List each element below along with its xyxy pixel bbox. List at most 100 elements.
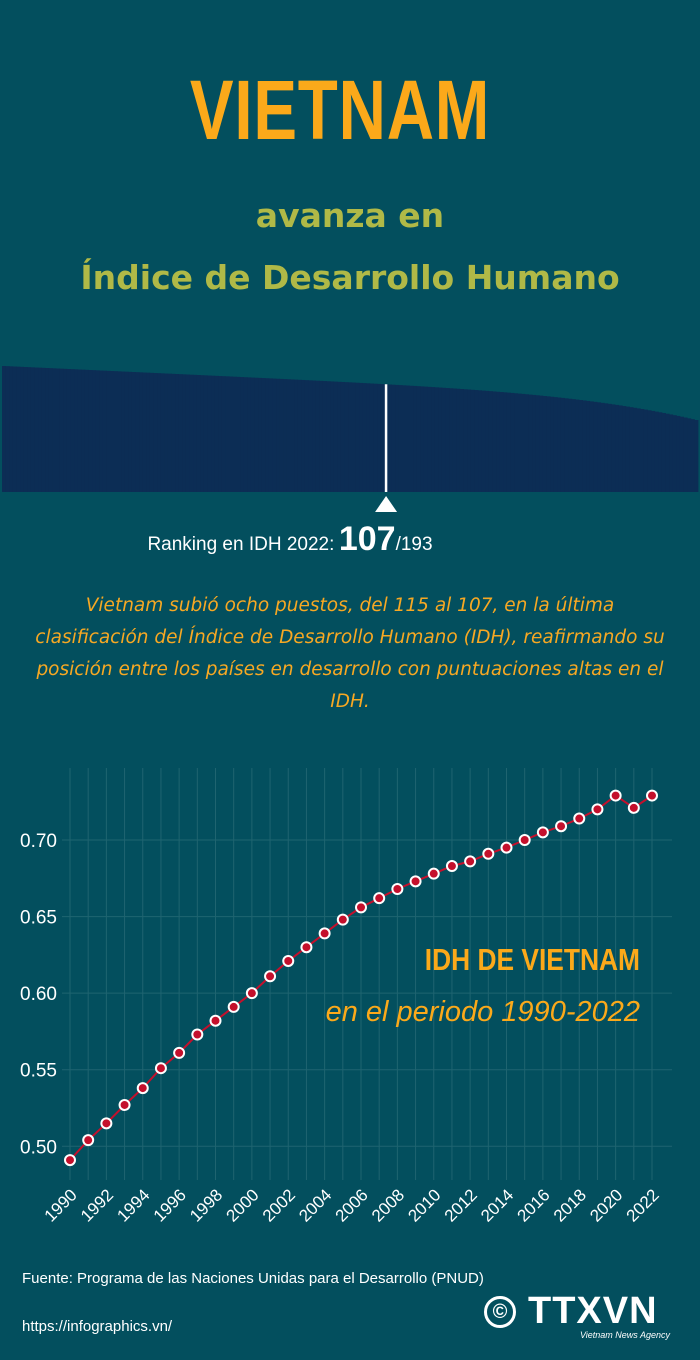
ranking-bar bbox=[185, 374, 190, 492]
ranking-bar bbox=[16, 366, 21, 492]
data-point-2021 bbox=[627, 801, 640, 814]
ranking-bar bbox=[524, 394, 529, 492]
ranking-bar bbox=[510, 392, 515, 492]
ranking-bar bbox=[351, 382, 356, 492]
x-tick-label: 2004 bbox=[295, 1185, 335, 1225]
data-point-2019 bbox=[591, 803, 604, 816]
ranking-bar bbox=[12, 366, 17, 492]
ranking-bar bbox=[654, 411, 659, 492]
x-tick-label: 2014 bbox=[477, 1185, 517, 1225]
page-title: VIETNAM bbox=[189, 63, 491, 157]
ranking-bar bbox=[221, 376, 226, 492]
data-point-2013 bbox=[482, 847, 495, 860]
ranking-bar bbox=[539, 395, 544, 492]
ranking-bar bbox=[110, 371, 115, 492]
description-text: Vietnam subió ocho puestos, del 115 al 1… bbox=[35, 595, 665, 712]
ranking-bar bbox=[377, 383, 382, 492]
ranking-bar bbox=[582, 400, 587, 492]
y-tick-label: 0.60 bbox=[20, 984, 57, 1005]
ranking-bar bbox=[250, 377, 255, 492]
ranking-bar bbox=[319, 380, 324, 492]
ranking-bar bbox=[391, 384, 396, 492]
data-point-2002 bbox=[282, 954, 295, 967]
ranking-bar bbox=[423, 386, 428, 492]
ranking-bar bbox=[225, 376, 230, 492]
x-tick-label: 2000 bbox=[223, 1185, 263, 1225]
ranking-bar bbox=[131, 372, 136, 492]
data-point-2022 bbox=[646, 789, 658, 802]
ranking-bar bbox=[128, 371, 133, 492]
ranking-bar bbox=[373, 383, 378, 492]
data-point-2016 bbox=[536, 826, 549, 839]
ranking-bar bbox=[488, 391, 493, 492]
x-tick-label: 2022 bbox=[623, 1185, 663, 1225]
ranking-bar bbox=[337, 381, 342, 492]
ranking-bar bbox=[315, 380, 320, 492]
ranking-total: /193 bbox=[395, 534, 433, 555]
ranking-bar bbox=[690, 419, 695, 492]
ranking-bar bbox=[359, 382, 364, 492]
source-url[interactable]: https://infographics.vn/ bbox=[22, 1318, 173, 1335]
ranking-bar bbox=[117, 371, 122, 492]
ranking-bar bbox=[380, 384, 385, 492]
ranking-bar bbox=[56, 368, 61, 492]
ranking-bar bbox=[597, 402, 602, 492]
ranking-bar bbox=[387, 384, 392, 492]
ranking-bar bbox=[402, 385, 407, 492]
ranking-bar bbox=[23, 367, 28, 492]
logo-subtext: Vietnam News Agency bbox=[579, 1330, 670, 1340]
ranking-bar bbox=[167, 373, 172, 492]
ranking-bar bbox=[496, 391, 501, 492]
ranking-bar bbox=[431, 387, 436, 492]
ranking-label: Ranking en IDH 2022: bbox=[147, 534, 335, 555]
data-point-2001 bbox=[264, 970, 277, 983]
ranking-bar bbox=[589, 401, 594, 492]
ranking-bar bbox=[265, 378, 270, 492]
ranking-bar bbox=[254, 377, 259, 492]
data-point-2008 bbox=[391, 882, 404, 895]
ranking-bar bbox=[600, 402, 605, 492]
ranking-bar bbox=[70, 369, 75, 492]
ranking-bar bbox=[294, 379, 299, 492]
ranking-bar bbox=[304, 380, 309, 492]
ranking-bar bbox=[560, 397, 565, 492]
ranking-bar bbox=[261, 378, 266, 492]
ranking-bar bbox=[470, 389, 475, 492]
ranking-bar bbox=[398, 385, 403, 492]
x-tick-label: 2018 bbox=[550, 1185, 590, 1225]
ranking-bar bbox=[478, 390, 483, 492]
ranking-bar bbox=[121, 371, 126, 492]
ranking-bar bbox=[203, 375, 208, 492]
ranking-bar bbox=[232, 376, 237, 492]
ranking-bar bbox=[135, 372, 140, 492]
data-point-1999 bbox=[227, 1000, 240, 1013]
ranking-bar bbox=[52, 368, 57, 492]
ranking-bar bbox=[153, 373, 158, 492]
ranking-bar bbox=[420, 386, 425, 492]
ranking-bar bbox=[189, 374, 194, 492]
ranking-bar bbox=[481, 390, 486, 492]
ranking-bar bbox=[113, 371, 118, 492]
x-tick-label: 1994 bbox=[113, 1185, 153, 1225]
ranking-bar bbox=[658, 412, 663, 492]
ranking-bar bbox=[283, 379, 288, 492]
ranking-bar bbox=[669, 414, 674, 492]
data-point-1998 bbox=[209, 1014, 222, 1027]
source-note: Fuente: Programa de las Naciones Unidas … bbox=[22, 1270, 484, 1287]
ranking-bar bbox=[553, 397, 558, 492]
x-tick-label: 2008 bbox=[368, 1185, 408, 1225]
ranking-bar bbox=[102, 370, 107, 492]
x-tick-label: 2016 bbox=[514, 1185, 554, 1225]
ranking-bar-chart bbox=[2, 366, 699, 512]
ranking-bar bbox=[633, 407, 638, 492]
ranking-bar bbox=[84, 369, 89, 492]
ranking-bar bbox=[528, 394, 533, 492]
ranking-bar bbox=[647, 410, 652, 492]
ranking-bar bbox=[218, 376, 223, 492]
ranking-bar bbox=[207, 375, 212, 492]
ranking-bar bbox=[395, 384, 400, 492]
ranking-bar bbox=[503, 392, 508, 492]
x-tick-label: 1990 bbox=[41, 1185, 81, 1225]
ranking-bar bbox=[27, 367, 32, 492]
ranking-bar bbox=[146, 372, 151, 492]
